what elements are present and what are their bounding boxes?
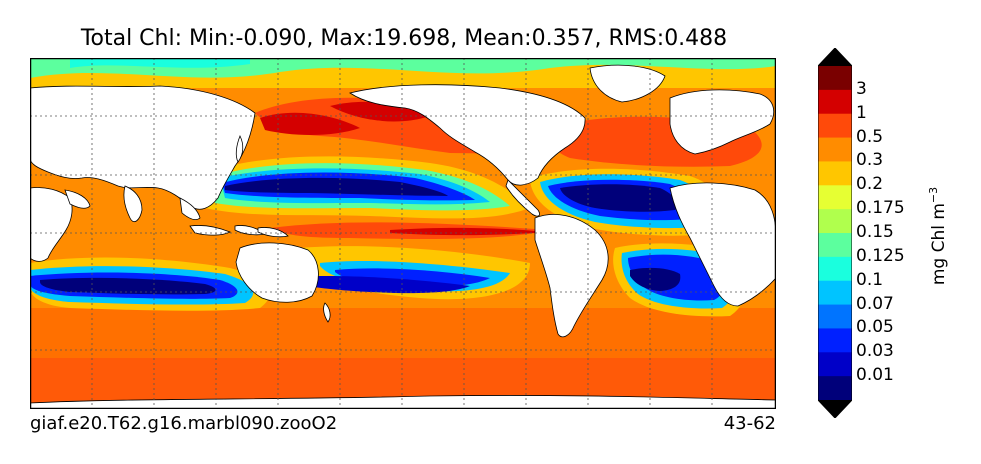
land-japan — [235, 135, 244, 163]
colorbar-extend-max — [818, 48, 852, 66]
land-asia — [30, 85, 256, 210]
colorbar-tick-label: 0.15 — [856, 222, 894, 242]
colorbar-segment — [818, 376, 852, 401]
years-label: 43-62 — [723, 413, 776, 434]
map-frame — [30, 58, 776, 409]
land-south-america — [534, 214, 609, 338]
land-india — [123, 185, 143, 223]
colorbar-tick-label: 0.2 — [856, 174, 884, 195]
colorbar-tick-label: 0.05 — [856, 317, 894, 338]
graticule — [30, 58, 776, 409]
colorbar-segment — [818, 304, 852, 329]
colorbar-segment — [818, 209, 852, 234]
colorbar-units-label: mg Chl m−3 — [927, 186, 949, 286]
land-central-america — [505, 179, 540, 217]
colorbar-segment — [818, 137, 852, 162]
colorbar-segment — [818, 113, 852, 139]
land-africa-east — [30, 187, 73, 262]
land-new-zealand — [323, 302, 331, 323]
land-europe — [669, 89, 775, 155]
pacific-south-gyre-dark — [280, 275, 470, 294]
north-pacific-red-2 — [330, 101, 430, 122]
case-name-label: giaf.e20.T62.g16.marbl090.zooO2 — [30, 413, 338, 434]
colorbar — [818, 48, 852, 418]
colorbar-tick-label: 0.5 — [856, 126, 884, 147]
map-canvas — [30, 58, 776, 409]
colorbar-segment — [818, 185, 852, 210]
colorbar-segment — [818, 233, 852, 258]
colorbar-segment — [818, 280, 852, 306]
north-pacific-red — [260, 112, 360, 135]
colorbar-tick-label: 0.01 — [856, 365, 894, 386]
arctic-cyan-band — [70, 58, 250, 68]
colorbar-tick-label: 0.03 — [856, 341, 894, 362]
south-atlantic-gyre-dark — [630, 267, 681, 291]
colorbar-segment — [818, 256, 852, 282]
land-new-guinea — [257, 227, 289, 238]
north-atlantic-gyre-dark — [560, 184, 678, 212]
chlorophyll-map — [30, 58, 776, 409]
colorbar-segment — [818, 89, 852, 115]
land-africa-west — [669, 182, 776, 307]
map-title: Total Chl: Min:-0.090, Max:19.698, Mean:… — [80, 26, 728, 51]
colorbar-tick-label: 0.1 — [856, 269, 884, 290]
indian-gyre-dark — [40, 277, 216, 295]
colorbar-segment — [818, 66, 852, 91]
colorbar-tick-label: 0.07 — [856, 293, 894, 314]
colorbar-tick-label: 3 — [856, 78, 867, 99]
colorbar-segment — [818, 328, 852, 353]
colorbar-tick-label: 1 — [856, 102, 867, 123]
colorbar-segment — [818, 352, 852, 377]
colorbar-tick-label: 0.3 — [856, 150, 884, 171]
land-australia — [235, 242, 319, 303]
colorbar-segment — [818, 161, 852, 186]
land-horn — [64, 189, 91, 209]
north-pacific-gyre-dark — [225, 177, 448, 196]
land-greenland — [589, 64, 666, 103]
land-se-asia — [179, 197, 201, 221]
colorbar-tick-label: 0.125 — [856, 245, 905, 266]
colorbar-extend-min — [818, 400, 852, 418]
colorbar-tick-label: 0.175 — [856, 198, 905, 219]
land-antarctica — [30, 395, 776, 409]
